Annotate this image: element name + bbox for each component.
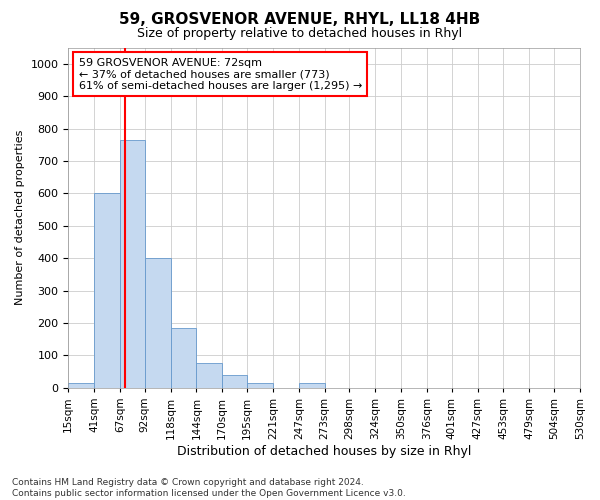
Text: 59, GROSVENOR AVENUE, RHYL, LL18 4HB: 59, GROSVENOR AVENUE, RHYL, LL18 4HB [119, 12, 481, 28]
Bar [94, 194, 120, 388]
Bar [299, 383, 325, 388]
Y-axis label: Number of detached properties: Number of detached properties [15, 130, 25, 306]
Text: Contains HM Land Registry data © Crown copyright and database right 2024.
Contai: Contains HM Land Registry data © Crown c… [12, 478, 406, 498]
Text: 59 GROSVENOR AVENUE: 72sqm
← 37% of detached houses are smaller (773)
61% of sem: 59 GROSVENOR AVENUE: 72sqm ← 37% of deta… [79, 58, 362, 91]
Bar [222, 375, 247, 388]
Bar [145, 258, 170, 388]
X-axis label: Distribution of detached houses by size in Rhyl: Distribution of detached houses by size … [177, 444, 472, 458]
Bar [120, 140, 145, 388]
Text: Size of property relative to detached houses in Rhyl: Size of property relative to detached ho… [137, 28, 463, 40]
Bar [196, 364, 222, 388]
Bar [170, 328, 196, 388]
Bar [68, 383, 94, 388]
Bar [247, 383, 273, 388]
